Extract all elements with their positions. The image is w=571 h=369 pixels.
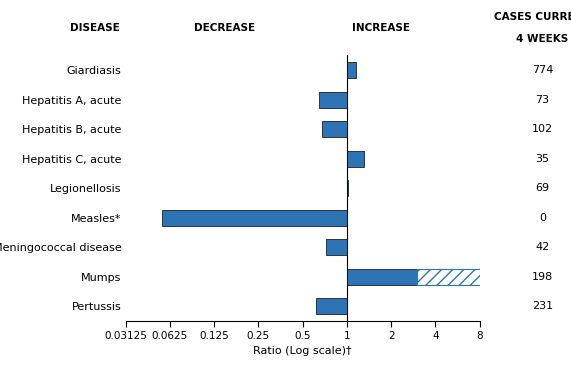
Text: 198: 198 bbox=[532, 272, 553, 282]
Text: DISEASE: DISEASE bbox=[70, 23, 120, 33]
Text: 69: 69 bbox=[536, 183, 549, 193]
Bar bbox=[347, 180, 348, 196]
Text: INCREASE: INCREASE bbox=[352, 23, 409, 33]
Text: 0: 0 bbox=[539, 213, 546, 223]
Text: 4 WEEKS: 4 WEEKS bbox=[516, 34, 569, 44]
Text: 102: 102 bbox=[532, 124, 553, 134]
Bar bbox=[319, 92, 347, 108]
Text: 35: 35 bbox=[536, 154, 549, 164]
Text: 73: 73 bbox=[536, 94, 549, 105]
Bar bbox=[316, 298, 347, 314]
Bar bbox=[326, 239, 347, 255]
X-axis label: Ratio (Log scale)†: Ratio (Log scale)† bbox=[254, 346, 352, 356]
Bar bbox=[347, 269, 417, 285]
Bar bbox=[417, 269, 480, 285]
Bar bbox=[162, 210, 347, 226]
Text: 774: 774 bbox=[532, 65, 553, 75]
Bar bbox=[347, 62, 356, 78]
Bar bbox=[322, 121, 347, 137]
Bar bbox=[347, 151, 364, 167]
Text: DECREASE: DECREASE bbox=[194, 23, 255, 33]
Text: 42: 42 bbox=[536, 242, 549, 252]
Text: CASES CURRENT: CASES CURRENT bbox=[494, 12, 571, 22]
Text: 231: 231 bbox=[532, 301, 553, 311]
